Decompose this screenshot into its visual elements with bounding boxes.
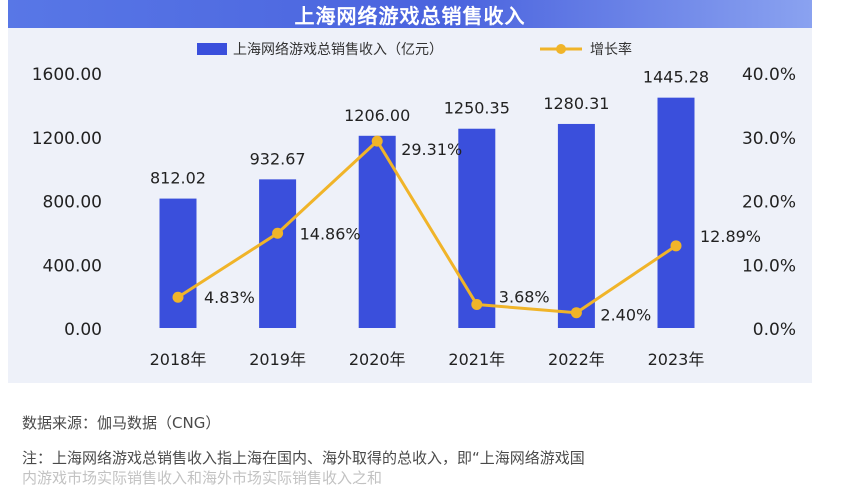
growth-point xyxy=(570,307,582,319)
x-tick-label: 2022年 xyxy=(548,350,605,369)
footnote-cut-text: 内游戏市场实际销售收入和海外市场实际销售收入之和 xyxy=(22,469,383,487)
y-right-tick-label: 40.0% xyxy=(742,65,796,85)
growth-point xyxy=(471,299,483,311)
legend-bar-swatch xyxy=(197,43,227,55)
growth-value-label: 14.86% xyxy=(300,224,361,243)
bar xyxy=(259,179,297,328)
x-axis: 2018年 2019年 2020年 2021年 2022年 2023年 xyxy=(150,350,705,369)
legend-line-label: 增长率 xyxy=(590,41,632,58)
legend-bar-label: 上海网络游戏总销售收入（亿元） xyxy=(233,42,443,58)
bar-value-label: 1280.31 xyxy=(543,94,609,113)
bar-value-label: 1250.35 xyxy=(444,99,510,118)
chart-title: 上海网络游戏总销售收入 xyxy=(8,0,812,28)
y-left-tick-label: 800.00 xyxy=(43,193,102,213)
data-source-text: 数据来源：伽马数据（CNG） xyxy=(22,414,221,432)
bar-value-label: 932.67 xyxy=(250,149,306,168)
bar-series: 812.02 932.67 1206.00 1250.35 1280.31 1445.28 xyxy=(150,68,709,328)
x-tick-label: 2023年 xyxy=(648,350,705,369)
growth-point xyxy=(371,135,383,147)
legend: 上海网络游戏总销售收入（亿元） 增长率 xyxy=(197,41,632,58)
y-axis-left: 0.00 400.00 800.00 1200.00 1600.00 xyxy=(32,65,102,340)
x-tick-label: 2021年 xyxy=(448,350,505,369)
y-right-tick-label: 20.0% xyxy=(742,193,796,213)
y-left-tick-label: 0.00 xyxy=(64,320,102,340)
bar-value-label: 1206.00 xyxy=(344,106,410,125)
bar xyxy=(657,97,695,328)
bar-value-label: 1445.28 xyxy=(643,68,709,87)
y-left-tick-label: 400.00 xyxy=(43,256,102,276)
bar xyxy=(557,123,595,328)
legend-line-marker xyxy=(556,44,566,54)
y-right-tick-label: 30.0% xyxy=(742,129,796,149)
bar xyxy=(358,135,396,328)
growth-value-label: 12.89% xyxy=(700,227,761,246)
growth-value-label: 3.68% xyxy=(499,288,550,307)
bar xyxy=(159,198,197,328)
growth-value-label: 2.40% xyxy=(600,306,651,325)
y-right-tick-label: 0.0% xyxy=(753,320,796,340)
x-tick-label: 2019年 xyxy=(249,350,306,369)
y-left-tick-label: 1200.00 xyxy=(32,129,102,149)
growth-point xyxy=(272,227,284,239)
growth-point xyxy=(670,240,682,252)
growth-value-label: 29.31% xyxy=(401,140,462,159)
bar-value-label: 812.02 xyxy=(150,169,206,188)
y-left-tick-label: 1600.00 xyxy=(32,65,102,85)
x-tick-label: 2018年 xyxy=(150,350,207,369)
growth-value-label: 4.83% xyxy=(204,288,255,307)
y-right-tick-label: 10.0% xyxy=(742,256,796,276)
chart-svg: 上海网络游戏总销售收入（亿元） 增长率 0.00 400.00 800.00 1200.… xyxy=(32,41,796,369)
line-series: 4.83% 14.86% 29.31% 3.68% 2.40% 12.89% xyxy=(172,135,761,325)
y-axis-right: 0.0% 10.0% 20.0% 30.0% 40.0% xyxy=(742,65,796,340)
x-tick-label: 2020年 xyxy=(349,350,406,369)
growth-line xyxy=(177,139,677,315)
bar xyxy=(458,128,496,328)
growth-point xyxy=(172,291,184,303)
footnote-text: 注：上海网络游戏总销售收入指上海在国内、海外取得的总收入，即“上海网络游戏国 xyxy=(22,449,585,467)
